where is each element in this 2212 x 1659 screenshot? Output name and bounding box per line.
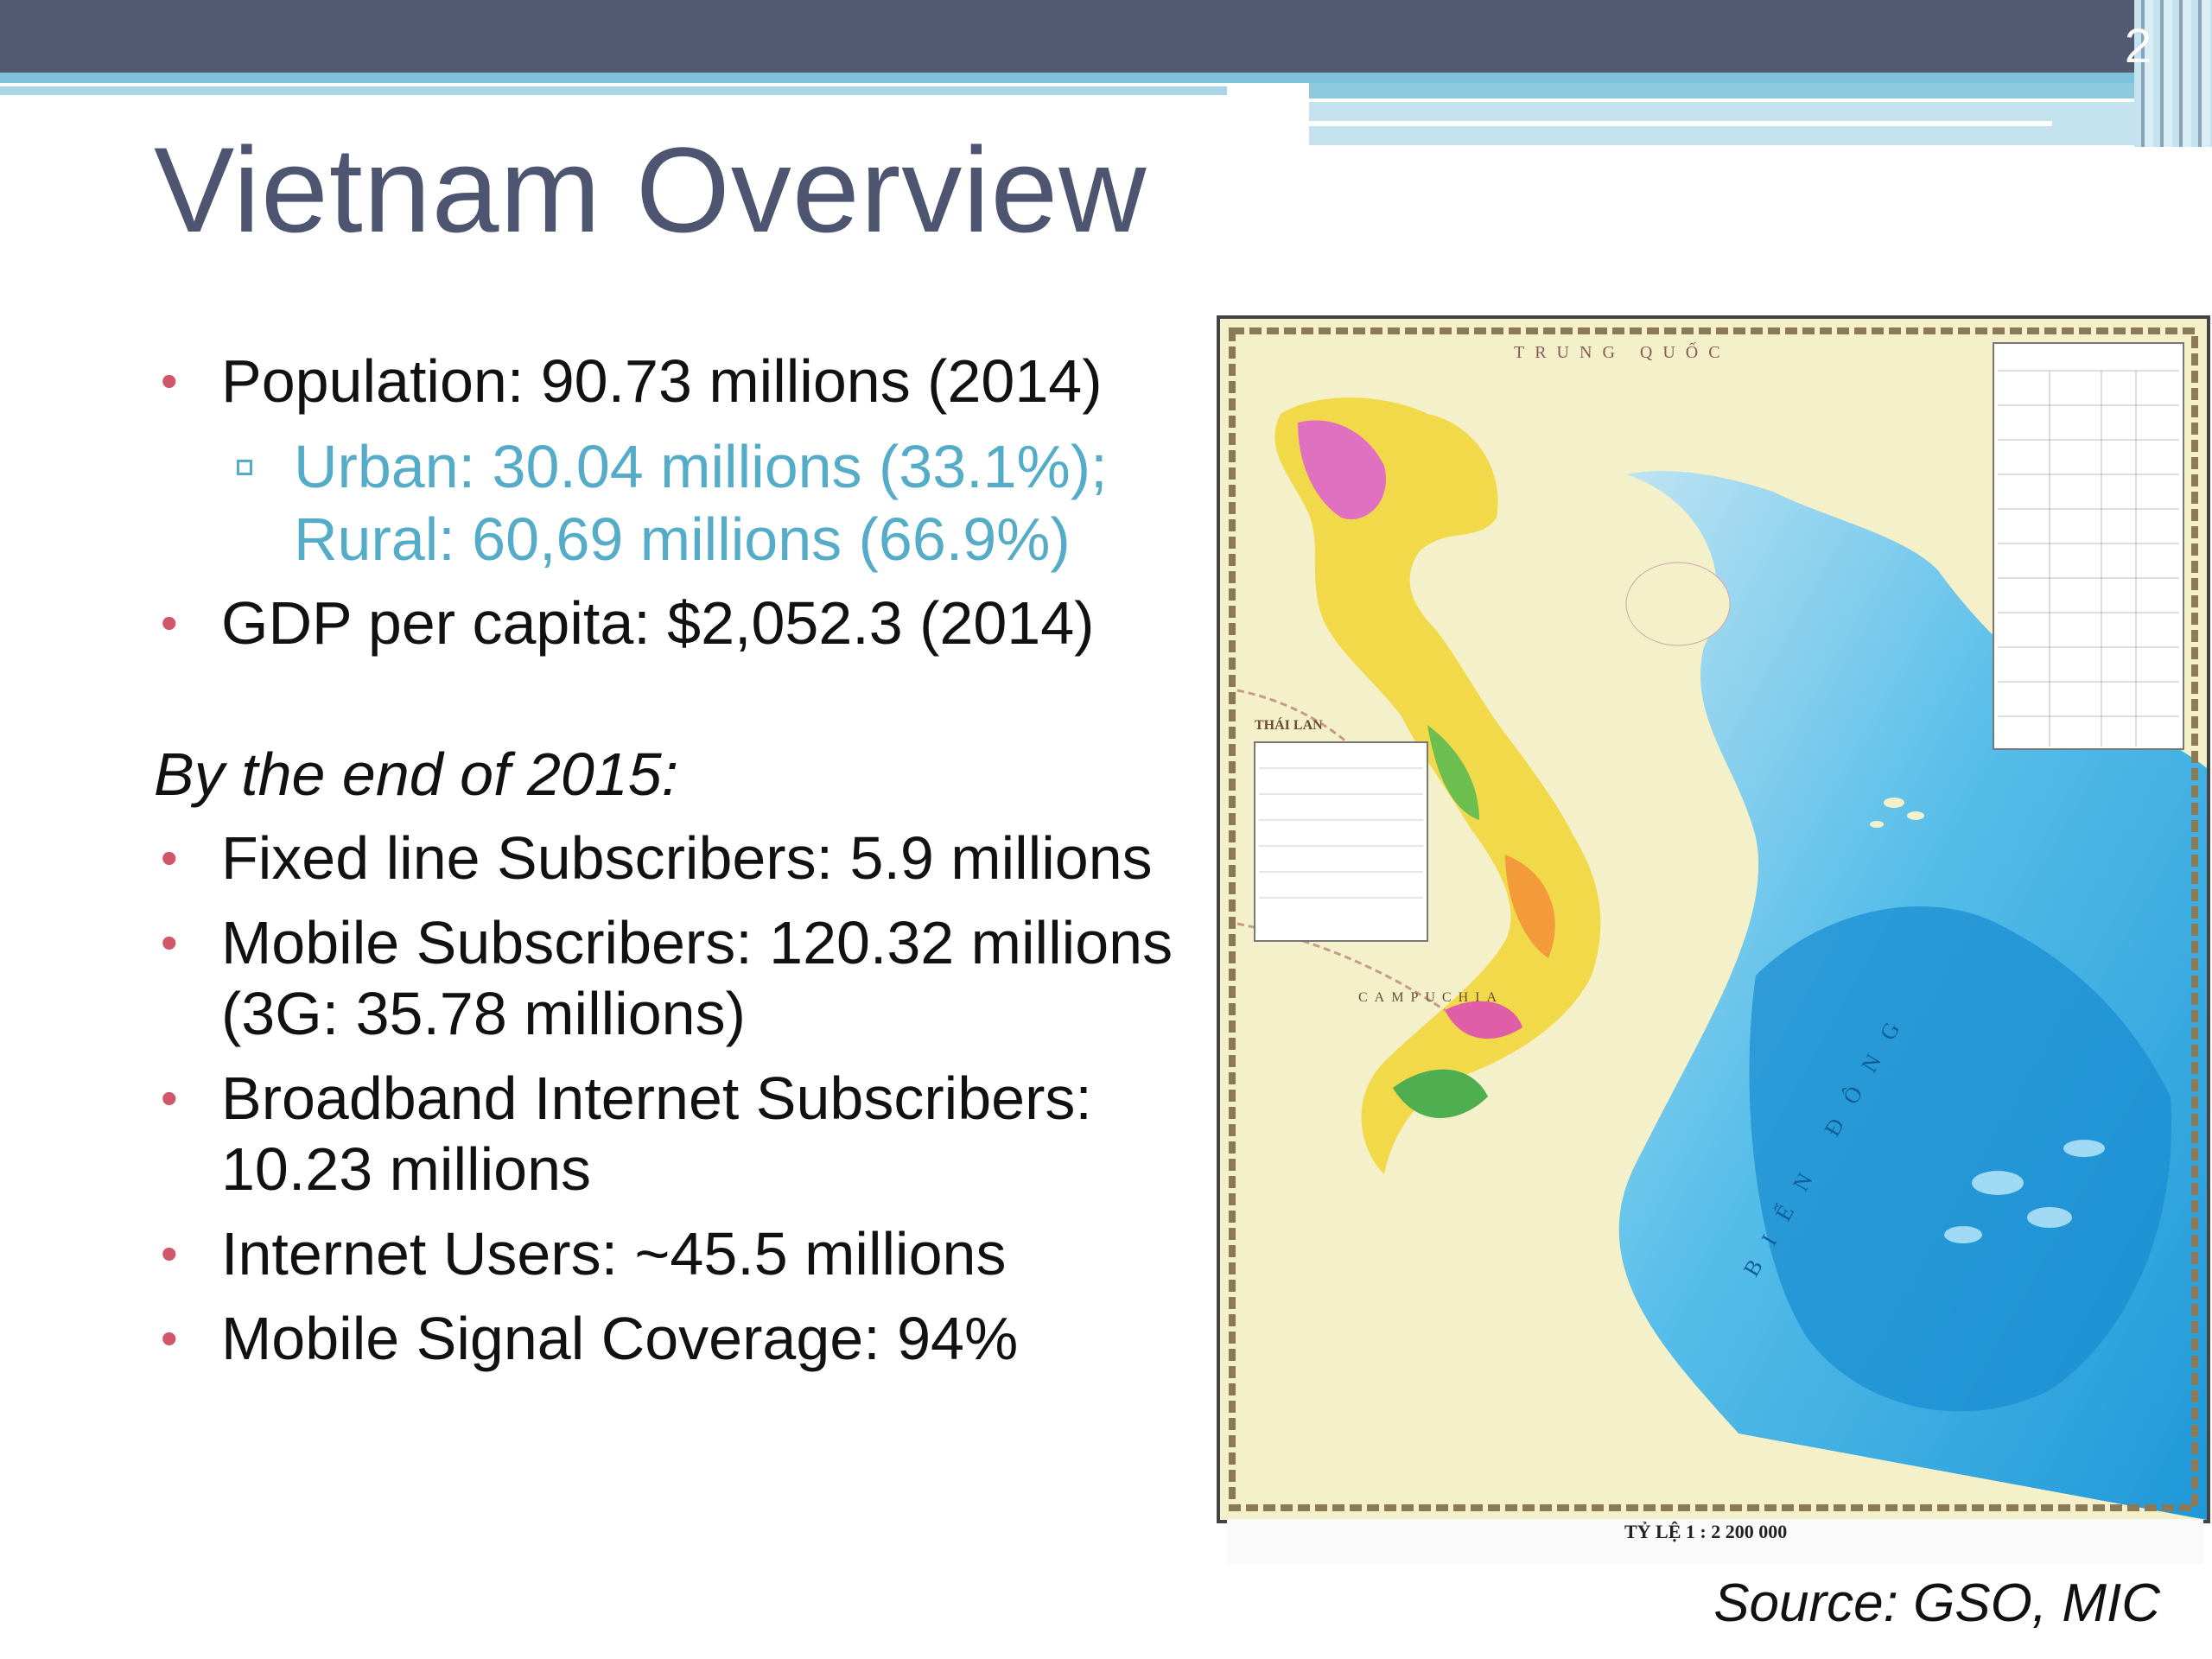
- banner-stripe: [0, 86, 1227, 95]
- banner-stripe: [0, 73, 2212, 83]
- spratly-islands: [1944, 1140, 2105, 1243]
- bullet-text: (3G: 35.78 millions): [221, 980, 746, 1047]
- bullet-text: Broadband Internet Subscribers:: [221, 1065, 1092, 1132]
- bullet-dot: •: [161, 830, 178, 885]
- vietnam-provinces-green-south: [1393, 1069, 1488, 1118]
- paracel-islands: [1870, 798, 1924, 828]
- vietnam-provinces-orange: [1505, 855, 1555, 958]
- vietnam-provinces-green: [1427, 725, 1479, 820]
- map-label-china: TRUNG QUỐC: [1514, 341, 1731, 362]
- map-border: [1229, 327, 2198, 1511]
- bullet-text: Fixed line Subscribers: 5.9 millions: [221, 824, 1153, 892]
- bullet-dot: •: [161, 1311, 178, 1365]
- bullet-dot: •: [161, 353, 178, 408]
- bullet-text: Population: 90.73 millions (2014): [221, 347, 1103, 415]
- deep-sea-area: [1749, 906, 2172, 1412]
- section-heading: By the end of 2015:: [154, 741, 679, 808]
- vietnam-map-image: TRUNG QUỐC THÁI LAN CAMPUCHIA BIỂN ĐÔNG: [1217, 315, 2210, 1523]
- slide-number: 2: [2124, 18, 2152, 73]
- vietnam-land: [1274, 397, 1601, 1174]
- vietnam-provinces-pink: [1298, 420, 1386, 519]
- sub-bullet-line: Urban: 30.04 millions (33.1%);: [294, 433, 1108, 500]
- bullet-dot: •: [161, 915, 178, 969]
- bullet-gdp: • GDP per capita: $2,052.3 (2014): [154, 588, 1217, 658]
- bullet-population: • Population: 90.73 millions (2014): [154, 346, 1217, 416]
- banner-stripe: [1309, 83, 2212, 99]
- legend-table-right: [1993, 342, 2184, 750]
- bullet-broadband: • Broadband Internet Subscribers: 10.23 …: [154, 1063, 1217, 1205]
- legend-table-rows: [1998, 370, 2179, 747]
- sub-bullet-urban-rural: Urban: 30.04 millions (33.1%); Rural: 60…: [154, 430, 1217, 575]
- source-note: Source: GSO, MIC: [1713, 1573, 2160, 1633]
- map-drawing: TRUNG QUỐC THÁI LAN CAMPUCHIA BIỂN ĐÔNG: [1220, 319, 2207, 1520]
- sub-bullet-line: Rural: 60,69 millions (66.9%): [294, 505, 1071, 573]
- bullet-text: Mobile Subscribers: 120.32 millions: [221, 909, 1173, 976]
- map-scale-text: TỶ LỆ 1 : 2 200 000: [1624, 1521, 1788, 1542]
- bullet-dot: •: [161, 1226, 178, 1281]
- content-area: • Population: 90.73 millions (2014) Urba…: [154, 346, 1217, 1388]
- bullet-text: GDP per capita: $2,052.3 (2014): [221, 589, 1095, 657]
- bullet-dot: •: [161, 595, 178, 650]
- hainan-island: [1625, 562, 1731, 646]
- banner-vertical-lines: [2134, 0, 2212, 147]
- bullet-text: Internet Users: ~45.5 millions: [221, 1220, 1007, 1287]
- map-label-thailand: THÁI LAN: [1255, 716, 1323, 733]
- bullet-coverage: • Mobile Signal Coverage: 94%: [154, 1303, 1217, 1374]
- bullet-dot: •: [161, 1071, 178, 1125]
- bullet-text: Mobile Signal Coverage: 94%: [221, 1305, 1019, 1372]
- square-bullet-icon: [237, 460, 252, 475]
- legend-table-left: [1254, 741, 1428, 942]
- banner-stripe: [1309, 121, 2052, 126]
- bullet-internet-users: • Internet Users: ~45.5 millions: [154, 1218, 1217, 1289]
- bullet-text: 10.23 millions: [221, 1135, 591, 1203]
- map-label-cambodia: CAMPUCHIA: [1358, 990, 1503, 1005]
- legend-left-rows: [1259, 767, 1423, 899]
- map-footer-strip: TỶ LỆ 1 : 2 200 000: [1227, 1519, 2203, 1564]
- vietnam-provinces-pink-south: [1445, 1001, 1522, 1039]
- slide-title: Vietnam Overview: [154, 122, 1147, 257]
- bullet-fixed-line: • Fixed line Subscribers: 5.9 millions: [154, 823, 1217, 893]
- top-banner: [0, 0, 2212, 73]
- bullet-mobile: • Mobile Subscribers: 120.32 millions (3…: [154, 907, 1217, 1049]
